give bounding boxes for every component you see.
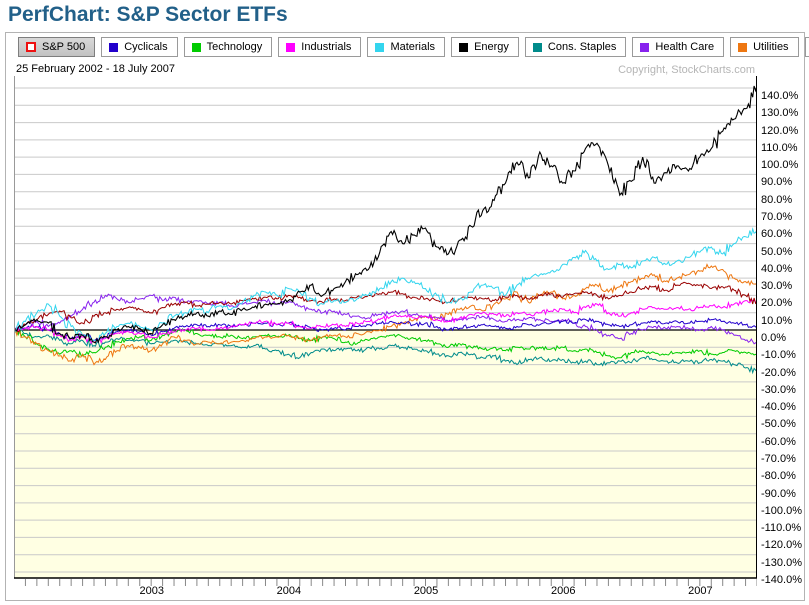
x-tick-label-2005: 2005 (413, 585, 439, 597)
y-tick-label: 110.0% (761, 141, 798, 154)
y-tick-label: 50.0% (761, 245, 793, 258)
series-line-industrials (14, 299, 757, 345)
x-tick-label-2003: 2003 (139, 585, 164, 597)
legend-label: Utilities (753, 41, 789, 53)
y-tick-label: 30.0% (761, 280, 793, 293)
legend-button-energy[interactable]: Energy (451, 37, 519, 57)
health-care-swatch-icon (640, 42, 650, 52)
date-range-label: 25 February 2002 - 18 July 2007 (16, 63, 175, 75)
y-tick-label: -10.0% (761, 349, 796, 362)
y-tick-label: -100.0% (761, 504, 802, 517)
legend-button-materials[interactable]: Materials (367, 37, 446, 57)
y-tick-label: 10.0% (761, 314, 793, 327)
legend-label: Cyclicals (124, 41, 168, 53)
series-line-financials (14, 281, 757, 333)
cons-staples-swatch-icon (532, 42, 542, 52)
y-tick-label: -50.0% (761, 418, 796, 431)
y-tick-label: -60.0% (761, 435, 796, 448)
series-line-health-care (14, 293, 757, 345)
s-p-500-swatch-icon (26, 42, 36, 52)
y-tick-label: -40.0% (761, 401, 796, 414)
y-tick-label: 20.0% (761, 297, 793, 310)
legend-label: Cons. Staples (547, 41, 617, 53)
y-tick-label: 100.0% (761, 159, 799, 172)
copyright-label: Copyright, StockCharts.com (618, 64, 755, 76)
y-tick-label: 90.0% (761, 176, 793, 189)
industrials-swatch-icon (286, 42, 296, 52)
y-tick-label: -110.0% (761, 522, 802, 535)
technology-swatch-icon (191, 42, 201, 52)
cyclicals-swatch-icon (109, 42, 119, 52)
legend-button-technology[interactable]: Technology (183, 37, 273, 57)
legend-label: Technology (206, 41, 263, 53)
y-tick-label: 40.0% (761, 262, 793, 275)
y-tick-label: 60.0% (761, 228, 793, 241)
chart-frame: S&P 500 Cyclicals Technology Industrials Mat… (5, 32, 809, 601)
series-line-materials (14, 227, 757, 343)
legend-button-cons-staples[interactable]: Cons. Staples (524, 37, 627, 57)
legend-button-health-care[interactable]: Health Care (632, 37, 725, 57)
y-tick-label: -80.0% (761, 470, 796, 483)
y-tick-label: -20.0% (761, 366, 796, 379)
y-tick-label: -90.0% (761, 487, 796, 500)
y-tick-label: 80.0% (761, 193, 793, 206)
chart-svg (14, 76, 757, 586)
series-line-energy (14, 85, 757, 344)
series-line-cons-staples (14, 328, 757, 375)
legend-button-cyclicals[interactable]: Cyclicals (101, 37, 178, 57)
legend-label: S&P 500 (42, 41, 86, 53)
legend-button-utilities[interactable]: Utilities (730, 37, 799, 57)
page-title: PerfChart: S&P Sector ETFs (8, 3, 288, 26)
series-line-utilities (14, 263, 757, 366)
legend-label: Industrials (301, 41, 352, 53)
y-tick-label: -30.0% (761, 383, 796, 396)
legend-bar: S&P 500 Cyclicals Technology Industrials Mat… (6, 33, 809, 61)
y-tick-label: -70.0% (761, 453, 796, 465)
y-tick-label: 130.0% (761, 107, 799, 120)
series-line-technology (14, 327, 757, 360)
x-tick-label-2006: 2006 (550, 585, 576, 597)
plot-area[interactable] (14, 76, 757, 590)
y-tick-label: -130.0% (761, 556, 802, 569)
legend-button-industrials[interactable]: Industrials (278, 37, 362, 57)
y-tick-label: 70.0% (761, 211, 793, 223)
legend-label: Health Care (655, 41, 715, 53)
y-tick-label: 140.0% (761, 90, 799, 102)
legend-label: Materials (390, 41, 436, 53)
energy-swatch-icon (459, 42, 469, 52)
x-tick-label-2007: 2007 (688, 585, 713, 597)
y-tick-label: -120.0% (761, 539, 802, 552)
y-tick-label: 120.0% (761, 124, 799, 137)
series-line-cyclicals (14, 317, 757, 342)
legend-label: Energy (474, 41, 509, 53)
materials-swatch-icon (375, 42, 385, 52)
utilities-swatch-icon (738, 42, 748, 52)
y-tick-label: 0.0% (761, 332, 787, 344)
legend-button-s-p-500[interactable]: S&P 500 (18, 37, 96, 57)
legend-button-financials[interactable]: Financials (804, 37, 809, 57)
y-tick-label: -140.0% (761, 574, 802, 586)
x-tick-label-2004: 2004 (276, 585, 302, 597)
